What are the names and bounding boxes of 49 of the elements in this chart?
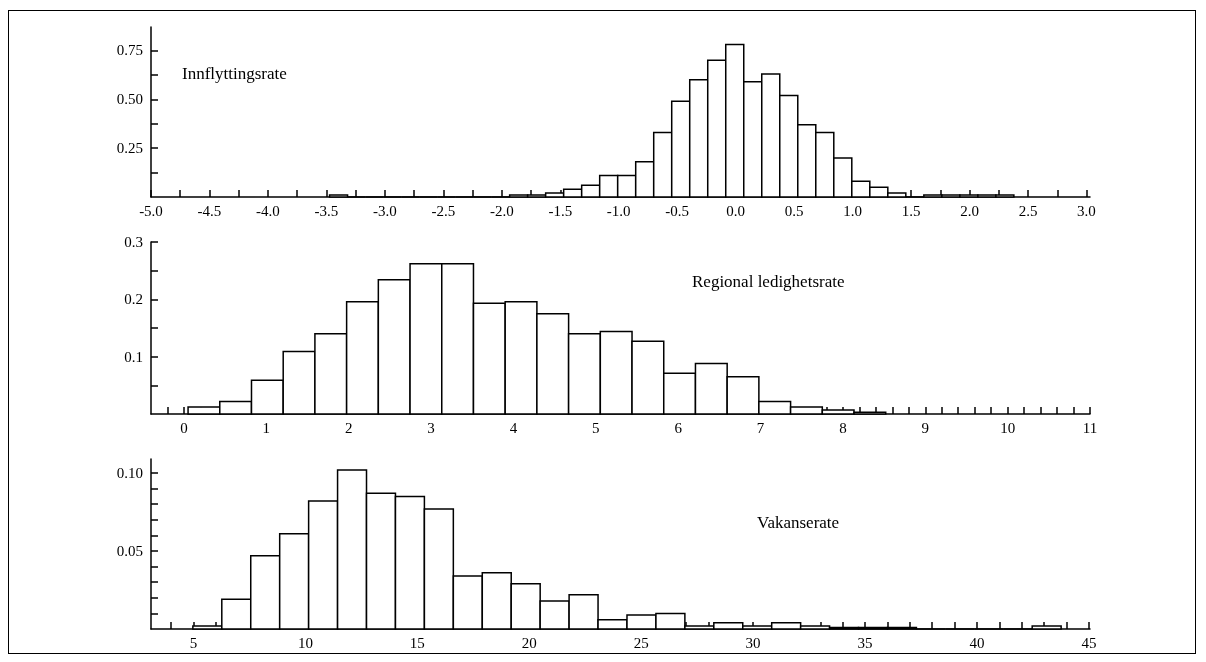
x-tick-label: 15	[409, 634, 425, 651]
x-tick-label: 0.0	[726, 202, 746, 219]
x-tick-label: 10	[1000, 419, 1016, 436]
x-tick-label: 2.0	[960, 202, 979, 219]
x-tick-label: 5	[189, 634, 198, 651]
y-tick-label: 0.05	[116, 543, 143, 560]
x-tick-label: 1	[262, 419, 271, 436]
x-tick-label: 35	[857, 634, 873, 651]
x-tick-label: -2.5	[431, 202, 456, 219]
x-tick-label: 20	[521, 634, 537, 651]
x-tick-label: 11	[1082, 419, 1098, 436]
annotation: Vakanserate	[757, 513, 840, 532]
y-tick-label: 0.10	[116, 465, 143, 482]
x-tick-label: 30	[745, 634, 761, 651]
y-tick-label: 0.3	[124, 234, 143, 250]
x-tick-label: -4.5	[197, 202, 222, 219]
x-tick-label: 1.5	[901, 202, 921, 219]
x-tick-label: -4.0	[256, 202, 280, 219]
x-tick-label: 3.0	[1077, 202, 1096, 219]
x-tick-label: 40	[969, 634, 985, 651]
x-tick-label: 0.5	[784, 202, 804, 219]
x-tick-label: 6	[674, 419, 683, 436]
x-tick-label: 10	[297, 634, 313, 651]
y-tick-label: 0.25	[116, 140, 143, 157]
x-tick-label: 4	[509, 419, 518, 436]
annotation: Regional ledighetsrate	[692, 272, 845, 291]
x-tick-label: -3.0	[373, 202, 397, 219]
x-tick-label: -5.0	[139, 202, 163, 219]
x-tick-label: 0	[180, 419, 188, 436]
y-tick-label: 0.1	[124, 348, 143, 365]
annotation: Innflyttingsrate	[182, 64, 287, 83]
y-tick-label: 0.50	[116, 91, 143, 108]
x-tick-label: 2	[344, 419, 353, 436]
x-tick-label: -3.5	[314, 202, 339, 219]
x-tick-label: -1.5	[548, 202, 573, 219]
x-tick-label: 8	[839, 419, 847, 436]
y-tick-label: 0.2	[124, 291, 143, 308]
x-tick-label: 3	[427, 419, 435, 436]
x-tick-label: -2.0	[489, 202, 514, 219]
x-tick-label: 7	[756, 419, 765, 436]
y-tick-label: 0.75	[116, 42, 143, 59]
x-tick-label: 2.5	[1018, 202, 1038, 219]
x-tick-label: 1.0	[843, 202, 862, 219]
x-tick-label: -1.0	[606, 202, 631, 219]
x-tick-label: 45	[1081, 634, 1097, 651]
x-tick-label: 9	[921, 419, 930, 436]
x-tick-label: 25	[633, 634, 649, 651]
x-tick-label: 5	[592, 419, 600, 436]
x-tick-label: -0.5	[665, 202, 690, 219]
